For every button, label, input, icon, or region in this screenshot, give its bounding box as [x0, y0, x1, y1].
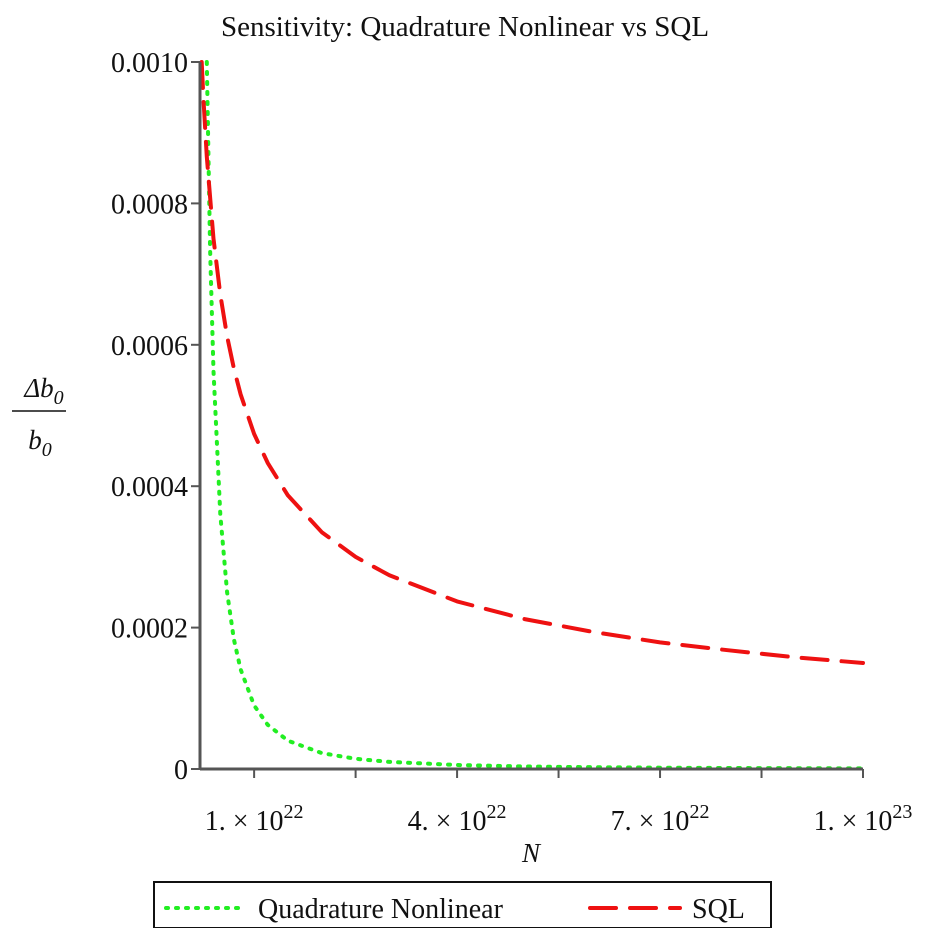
y-axis-label: Δb0 b0: [12, 373, 66, 461]
chart-title: Sensitivity: Quadrature Nonlinear vs SQL: [221, 11, 709, 43]
series-line-sql: [199, 60, 865, 665]
y-tick-label: 0.0002: [111, 614, 188, 645]
y-axis-label-denominator: b0: [28, 425, 52, 461]
axes: [198, 62, 863, 771]
y-tick-label: 0: [174, 755, 188, 786]
x-axis-label: N: [521, 838, 542, 868]
x-tick-label: 4. × 1022: [408, 801, 507, 837]
series-layer: [199, 60, 865, 771]
series-line-quadrature-nonlinear: [204, 60, 865, 771]
y-tick-label: 0.0008: [111, 189, 188, 220]
legend-label-sql: SQL: [692, 894, 745, 925]
x-tick-label: 1. × 1022: [205, 801, 304, 837]
y-tick-label: 0.0006: [111, 331, 188, 362]
legend-label-quadrature-nonlinear: Quadrature Nonlinear: [258, 894, 504, 925]
legend: Quadrature Nonlinear SQL: [153, 881, 772, 929]
x-ticks: 1. × 1022 4. × 1022 7. × 1022 1. × 1023: [205, 769, 913, 837]
y-ticks: 0 0.0002 0.0004 0.0006 0.0008 0.0010: [111, 48, 200, 786]
x-tick-label: 1. × 1023: [814, 801, 913, 837]
y-axis-label-numerator: Δb0: [23, 373, 63, 409]
y-tick-label: 0.0004: [111, 472, 188, 503]
y-tick-label: 0.0010: [111, 48, 188, 79]
x-tick-label: 7. × 1022: [611, 801, 710, 837]
